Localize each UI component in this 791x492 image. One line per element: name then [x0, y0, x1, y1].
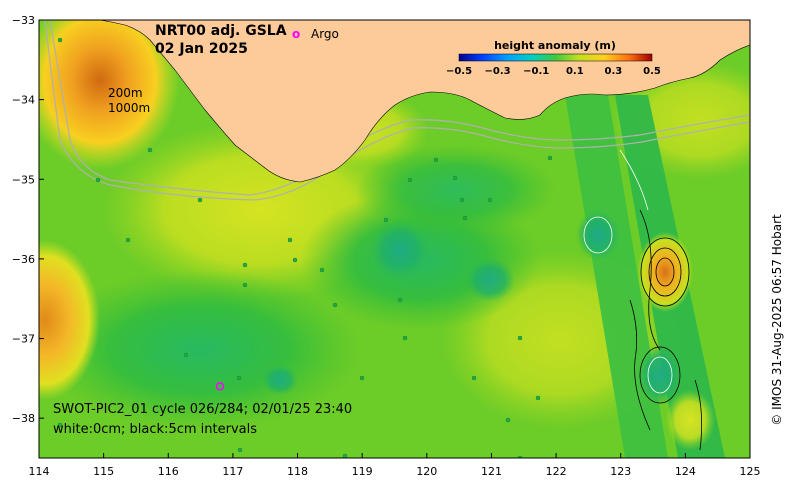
argo-legend-label: Argo [311, 27, 339, 41]
warm-eddy-west [39, 240, 100, 400]
x-tick-label: 122 [546, 465, 567, 478]
float-dots [57, 37, 553, 458]
colorbar-tick-label: −0.5 [446, 66, 472, 77]
x-tick-label: 115 [93, 465, 114, 478]
anomaly-teal-east [465, 258, 515, 302]
colorbar-tick-label: 0.1 [566, 66, 584, 77]
x-tick-label: 124 [675, 465, 696, 478]
anomaly-teal-center [370, 220, 430, 280]
x-tick-label: 120 [416, 465, 437, 478]
colorbar-title: height anomaly (m) [494, 39, 616, 52]
title-date: 02 Jan 2025 [155, 41, 248, 57]
isobath-1000m [44, 20, 750, 201]
depth-label-200m: 200m [108, 86, 143, 100]
warm-eddy-northwest [39, 20, 180, 170]
plot-area [39, 20, 750, 458]
swot-swath [565, 95, 725, 458]
x-tick-label: 119 [352, 465, 373, 478]
plot-frame [38, 19, 751, 459]
x-tick-label: 118 [287, 465, 308, 478]
colorbar-ticks: −0.5 −0.3 −0.1 0.1 0.3 0.5 [446, 66, 661, 77]
contour-info: white:0cm; black:5cm intervals [53, 422, 257, 437]
anomaly-teal-south [262, 365, 298, 395]
swot-info: SWOT-PIC2_01 cycle 026/284; 02/01/25 23:… [53, 402, 352, 417]
colorbar-tick-label: −0.1 [523, 66, 549, 77]
colorbar-tick-label: 0.3 [605, 66, 623, 77]
x-tick-label: 116 [158, 465, 179, 478]
colorbar: height anomaly (m) −0.5 −0.3 −0.1 0.1 0.3 0.5 [446, 39, 661, 77]
x-tick-label: 123 [610, 465, 631, 478]
x-tick-label: 117 [222, 465, 243, 478]
y-tick-label: −34 [12, 94, 35, 107]
anomaly-dark-shelf [355, 145, 555, 235]
swot-contours [583, 149, 703, 451]
title-product: NRT00 adj. GSLA [155, 23, 287, 39]
y-tick-label: −37 [12, 333, 35, 346]
colorbar-gradient [458, 53, 653, 62]
argo-legend-marker: o [292, 27, 300, 41]
x-axis: 114 115 116 117 118 119 120 121 122 123 124 125 [29, 453, 761, 478]
y-tick-label: −35 [12, 173, 35, 186]
credit-text: © IMOS 31-Aug-2025 06:57 Hobart [770, 214, 784, 426]
y-tick-label: −36 [12, 253, 35, 266]
x-tick-label: 125 [740, 465, 761, 478]
x-tick-label: 114 [29, 465, 50, 478]
colorbar-tick-label: −0.3 [485, 66, 511, 77]
argo-float-marker[interactable] [215, 382, 225, 391]
colorbar-tick-label: 0.5 [643, 66, 661, 77]
depth-label-1000m: 1000m [108, 101, 150, 115]
y-axis: −33 −34 −35 −36 −37 −38 [12, 14, 44, 425]
x-tick-label: 121 [481, 465, 502, 478]
y-tick-label: −33 [12, 14, 35, 27]
y-tick-label: −38 [12, 412, 35, 425]
